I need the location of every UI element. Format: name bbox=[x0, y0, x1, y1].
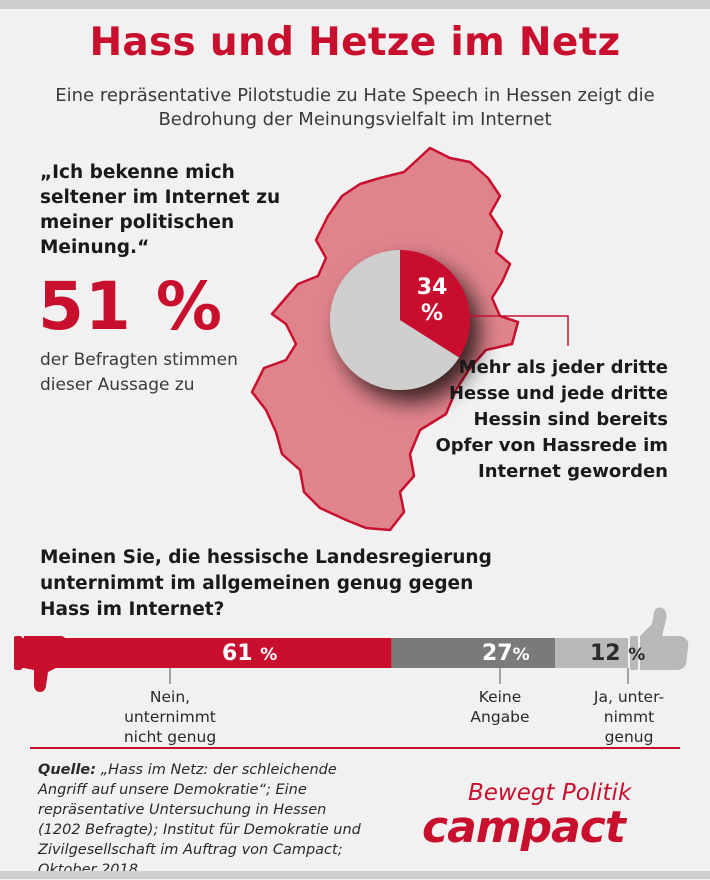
bar-label-ja: 12 % bbox=[590, 641, 645, 666]
bar-label-keine: 27% bbox=[482, 641, 530, 666]
page-subtitle: Eine repräsentative Pilotstudie zu Hate … bbox=[55, 85, 655, 130]
bar-label-nein: 61 % bbox=[222, 641, 277, 666]
bar-label-nein-percent: % bbox=[260, 645, 278, 665]
stat-value: 51 % bbox=[38, 268, 223, 345]
thumbs-up-icon bbox=[630, 607, 689, 670]
logo-tagline: Bewegt Politik bbox=[468, 780, 632, 806]
quote-text: „Ich bekenne mich seltener im Internet z… bbox=[40, 162, 281, 258]
stat-description: der Befragten stimmen dieser Aussage zu bbox=[40, 350, 238, 395]
answer-label-nein: Nein, unternimmt nicht genug bbox=[123, 688, 217, 746]
bar-label-keine-number: 27 bbox=[482, 641, 513, 666]
bar-question: Meinen Sie, die hessische Landesregierun… bbox=[40, 547, 492, 620]
source-text: „Hass im Netz: der schleichende Angriff … bbox=[38, 762, 361, 878]
pie-data-label: 34 % bbox=[406, 275, 458, 327]
bar-label-nein-number: 61 bbox=[222, 641, 253, 666]
pie-slice-rest bbox=[330, 250, 460, 391]
callout-text: Mehr als jeder dritte Hesse und jede dri… bbox=[435, 357, 668, 482]
answer-label-keine: Keine Angabe bbox=[470, 688, 530, 726]
bar-label-ja-number: 12 bbox=[590, 641, 621, 666]
bar-segment-nein bbox=[22, 638, 392, 668]
pie-label-number: 34 bbox=[416, 275, 448, 300]
source-note: Quelle: „Hass im Netz: der schleichende … bbox=[38, 760, 373, 880]
bar-label-ja-percent: % bbox=[628, 645, 646, 665]
bottom-bar bbox=[0, 871, 710, 879]
pie-slice-34 bbox=[400, 250, 470, 358]
source-label: Quelle: bbox=[38, 762, 97, 778]
thumbs-down-icon bbox=[14, 636, 66, 692]
divider-line bbox=[30, 747, 680, 749]
callout-line bbox=[464, 315, 569, 346]
page-title: Hass und Hetze im Netz bbox=[89, 20, 621, 65]
bar-segment-keine bbox=[391, 638, 556, 668]
pie-label-percent: % bbox=[420, 301, 444, 326]
top-bar bbox=[0, 0, 710, 9]
campact-logo: campact bbox=[422, 802, 626, 853]
pie-chart bbox=[330, 250, 470, 391]
answer-label-ja: Ja, unter-nimmt genug bbox=[593, 688, 665, 746]
stacked-bar bbox=[22, 638, 628, 668]
bar-label-keine-percent: % bbox=[512, 645, 530, 665]
bar-segment-ja bbox=[555, 638, 628, 668]
